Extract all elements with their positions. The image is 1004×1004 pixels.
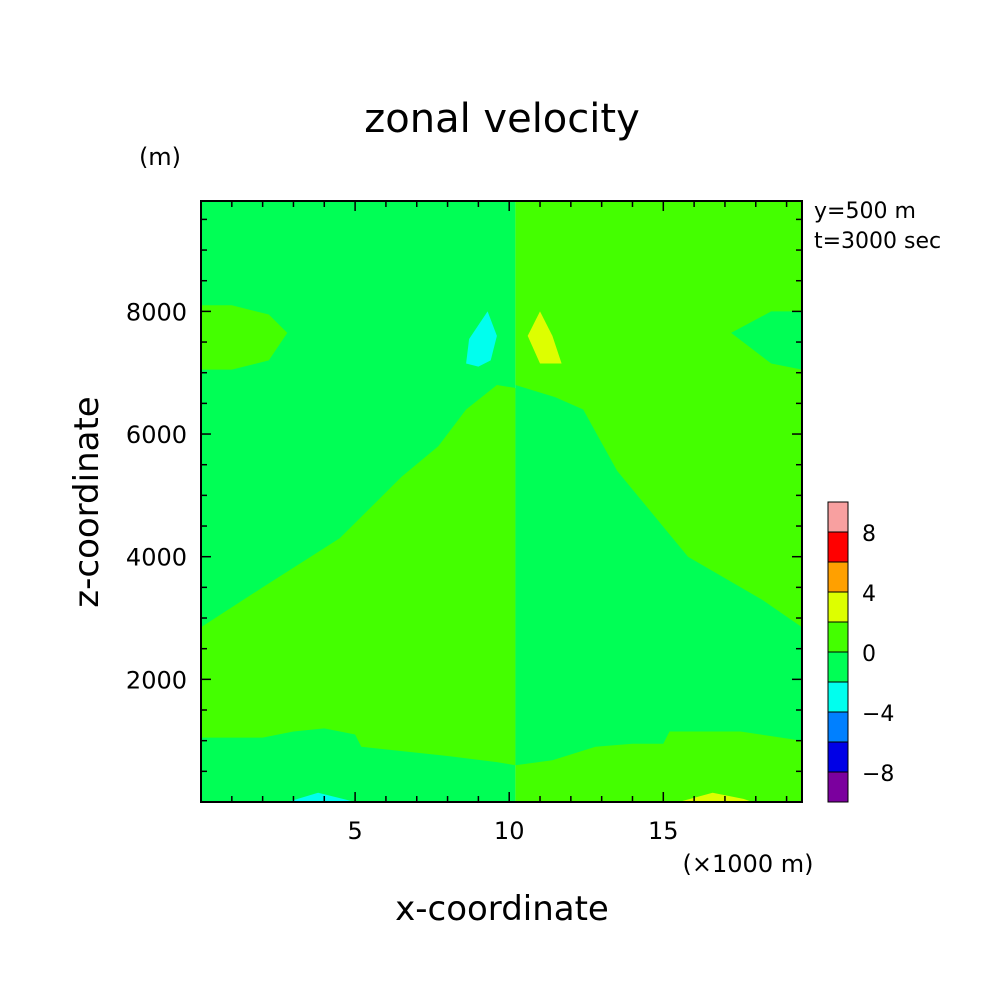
colorbar-swatch (827, 651, 849, 683)
y-unit-label: (m) (139, 143, 181, 171)
y-tick-label: 8000 (126, 298, 187, 326)
x-tick-label: 10 (494, 817, 525, 845)
x-unit-label: (×1000 m) (683, 850, 814, 878)
colorbar-swatch (827, 741, 849, 773)
colorbar-tick-label: 0 (862, 642, 876, 667)
colorbar-swatch (827, 501, 849, 533)
colorbar-swatch (827, 771, 849, 803)
contour-yellow-blob-upper (527, 311, 562, 364)
contour-cyan-blob-upper (466, 311, 497, 367)
colorbar-swatch (827, 591, 849, 623)
plot-frame (200, 200, 803, 803)
chart-title: zonal velocity (364, 96, 640, 142)
x-tick-label: 15 (648, 817, 679, 845)
colorbar-swatch (827, 681, 849, 713)
contour-left-cap (201, 305, 288, 370)
colorbar-tick-label: 4 (862, 582, 876, 607)
y-tick-label: 6000 (126, 421, 187, 449)
colorbar: 8 4 0 −4 −8 (827, 501, 894, 803)
colorbar-swatch (827, 621, 849, 653)
contour-yellow-blob-bottom (678, 792, 753, 802)
contour-right-bottom-strip (515, 731, 802, 802)
x-axis-label: x-coordinate (395, 889, 609, 929)
colorbar-tick-label: 8 (862, 522, 876, 547)
axis-ticks (200, 201, 802, 802)
x-tick-label: 5 (347, 817, 362, 845)
colorbar-swatch (827, 531, 849, 563)
annotation-y: y=500 m (814, 199, 916, 224)
colorbar-swatch (827, 711, 849, 743)
contour-cyan-blob-bottom (287, 792, 356, 802)
y-axis-label: z-coordinate (67, 396, 107, 607)
contour-fields (201, 201, 802, 802)
colorbar-tick-label: −8 (862, 762, 894, 787)
contour-center-lower-region (201, 385, 516, 766)
contour-right-upper-region (515, 201, 802, 628)
y-tick-label: 4000 (126, 544, 187, 572)
tick-labels: 5 10 15 2000 4000 6000 8000 (126, 298, 679, 845)
colorbar-tick-label: −4 (862, 702, 894, 727)
colorbar-swatch (827, 561, 849, 593)
y-tick-label: 2000 (126, 666, 187, 694)
annotation-t: t=3000 sec (814, 229, 941, 254)
